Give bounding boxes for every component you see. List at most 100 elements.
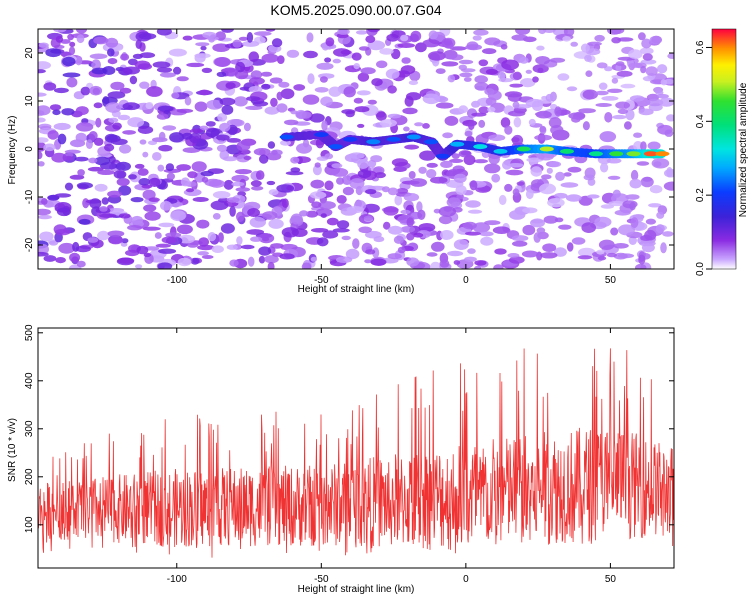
noise-blob — [134, 163, 145, 169]
noise-blob — [157, 164, 165, 172]
noise-blob — [302, 139, 310, 148]
noise-blob — [566, 242, 574, 252]
noise-blob — [376, 111, 387, 121]
noise-blob — [357, 72, 370, 82]
noise-blob — [610, 227, 619, 236]
noise-blob — [105, 37, 119, 48]
noise-blob — [115, 161, 131, 171]
noise-blob — [97, 169, 115, 175]
noise-blob — [387, 85, 397, 94]
noise-blob — [504, 125, 513, 135]
noise-blob — [143, 252, 152, 258]
noise-blob — [387, 253, 402, 260]
noise-blob — [360, 67, 376, 75]
noise-blob — [453, 239, 469, 251]
noise-blob — [197, 244, 215, 251]
noise-blob — [599, 131, 617, 143]
noise-blob — [600, 204, 615, 209]
noise-blob — [328, 86, 342, 97]
noise-blob — [404, 95, 414, 107]
noise-blob — [582, 121, 590, 131]
noise-blob — [176, 164, 192, 171]
noise-blob — [245, 105, 263, 110]
noise-blob — [88, 131, 98, 141]
noise-blob — [312, 164, 322, 176]
noise-blob — [491, 173, 501, 183]
noise-blob — [229, 206, 236, 217]
noise-blob — [428, 51, 446, 61]
noise-blob — [515, 29, 531, 35]
noise-blob — [376, 60, 388, 69]
noise-blob — [270, 149, 283, 156]
noise-blob — [426, 162, 438, 168]
noise-blob — [127, 117, 145, 128]
noise-blob — [356, 90, 371, 96]
noise-blob — [69, 41, 76, 48]
noise-blob — [342, 186, 354, 196]
noise-blob — [165, 163, 175, 172]
noise-blob — [38, 251, 49, 257]
noise-blob — [267, 261, 275, 269]
noise-blob — [107, 48, 115, 57]
noise-blob — [406, 232, 415, 241]
noise-blob — [214, 57, 231, 67]
noise-blob — [464, 130, 473, 137]
noise-blob — [484, 88, 495, 96]
noise-blob — [381, 186, 390, 193]
noise-blob — [571, 116, 581, 123]
noise-blob — [512, 188, 520, 197]
snr-y-label: SNR (10 * v/v) — [7, 418, 18, 482]
noise-blob — [107, 91, 126, 99]
noise-blob — [345, 248, 360, 260]
noise-blob — [39, 231, 54, 242]
noise-blob — [617, 37, 634, 42]
noise-blob — [391, 158, 408, 167]
noise-blob — [633, 141, 644, 151]
noise-blob — [348, 152, 365, 159]
noise-blob — [69, 252, 81, 263]
noise-blob — [401, 57, 411, 64]
noise-blob — [509, 83, 523, 88]
noise-blob — [38, 208, 51, 216]
noise-blob — [660, 242, 667, 254]
x-tick-label: 50 — [605, 574, 617, 585]
noise-blob — [587, 194, 600, 199]
noise-blob — [583, 174, 595, 181]
noise-blob — [127, 225, 143, 231]
noise-blob — [207, 232, 217, 242]
noise-blob — [521, 250, 539, 258]
noise-blob — [122, 102, 140, 111]
signal-ridge-point — [366, 139, 381, 145]
noise-blob — [38, 214, 52, 220]
noise-blob — [168, 48, 187, 57]
noise-blob — [108, 117, 119, 123]
noise-blob — [156, 29, 172, 36]
signal-ridge-point — [560, 148, 574, 154]
noise-blob — [318, 201, 336, 210]
noise-blob — [321, 120, 328, 131]
noise-blob — [438, 215, 453, 225]
signal-ridge-point — [655, 151, 670, 157]
noise-blob — [299, 210, 309, 217]
noise-blob — [386, 33, 400, 42]
noise-blob — [458, 64, 467, 71]
noise-blob — [641, 243, 655, 253]
noise-blob — [536, 45, 545, 51]
noise-blob — [562, 36, 571, 42]
noise-blob — [336, 177, 344, 185]
noise-blob — [596, 62, 608, 69]
noise-blob — [505, 169, 524, 176]
noise-blob — [138, 33, 157, 40]
noise-blob — [208, 179, 225, 188]
noise-blob — [341, 235, 351, 241]
noise-blob — [522, 224, 536, 236]
noise-blob — [229, 259, 239, 267]
noise-blob — [367, 29, 380, 33]
noise-blob — [121, 238, 129, 244]
noise-blob — [507, 253, 520, 258]
noise-blob — [48, 240, 59, 246]
noise-blob — [242, 40, 260, 47]
noise-blob — [38, 42, 49, 48]
noise-blob — [419, 150, 436, 161]
noise-blob — [107, 190, 122, 198]
